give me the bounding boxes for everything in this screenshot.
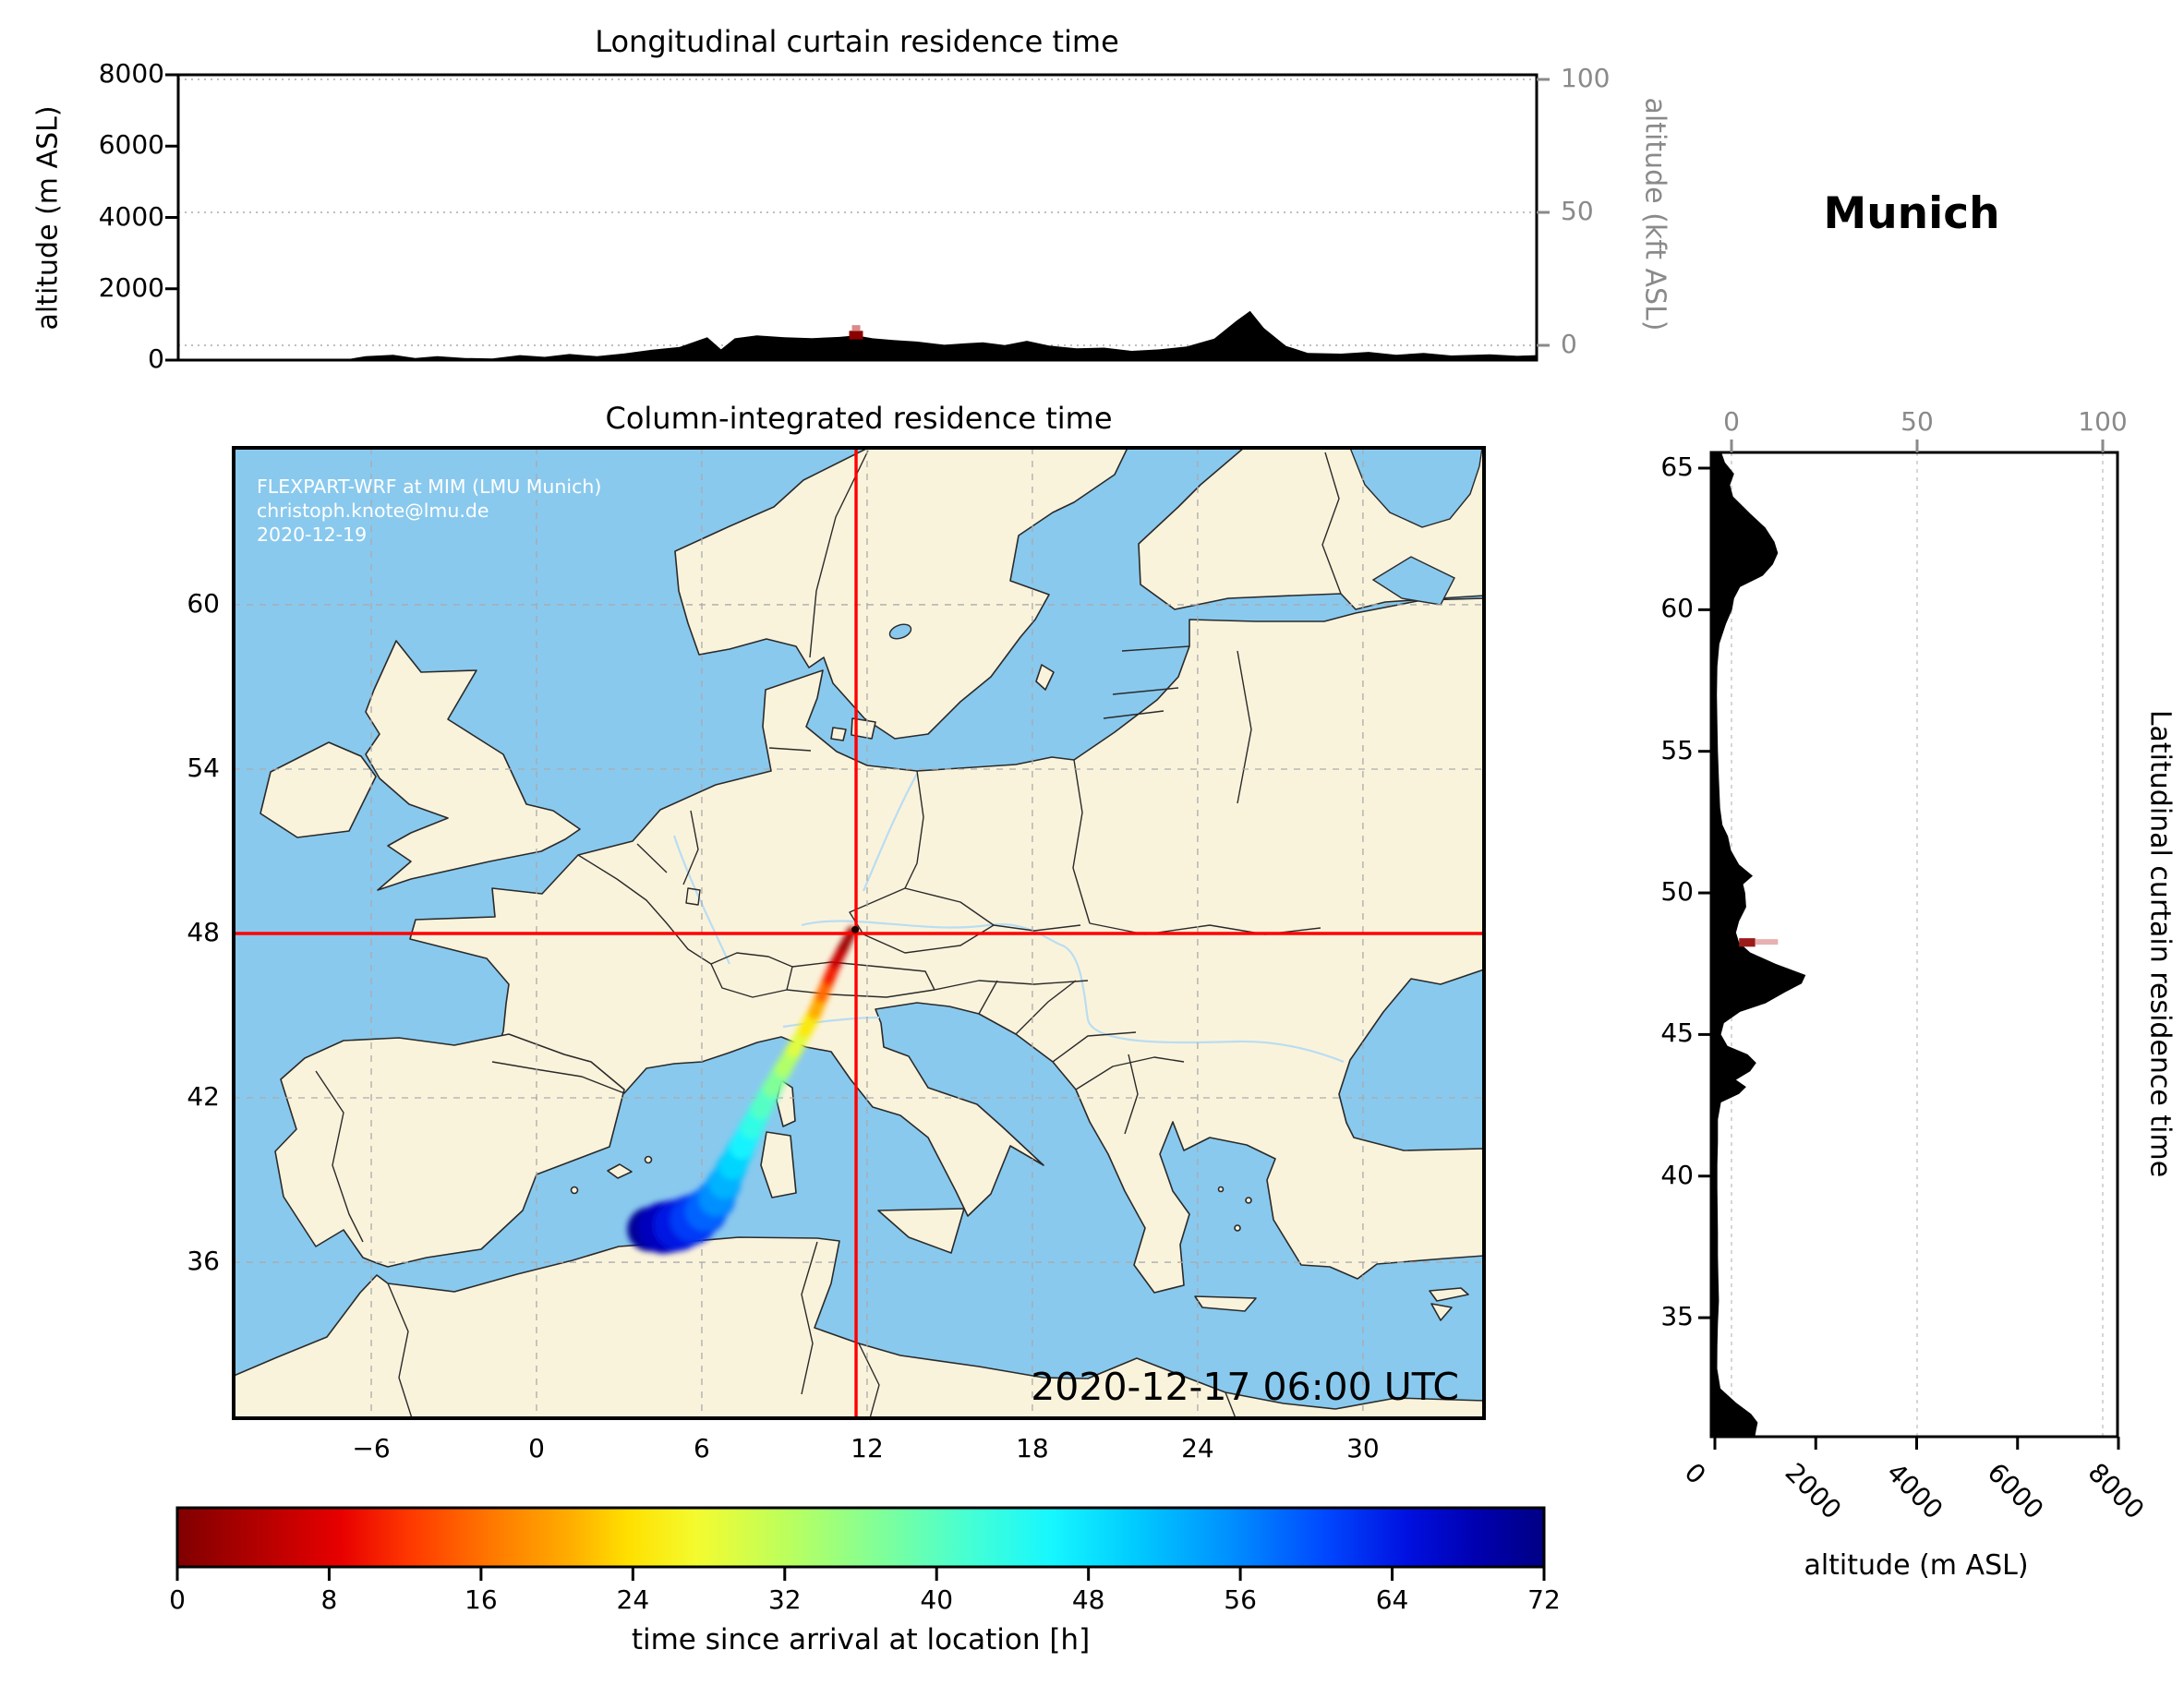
land-aegean-island	[1245, 1197, 1252, 1204]
colorbar-gradient	[175, 1506, 1546, 1581]
top-panel-kft-ylabel: altitude (kft ASL)	[1638, 97, 1671, 331]
watermark: FLEXPART-WRF at MIM (LMU Munich) christo…	[257, 475, 601, 547]
land-great-britain	[365, 640, 581, 891]
watermark-line2: christoph.knote@lmu.de	[257, 500, 489, 522]
land-gotland	[1035, 664, 1055, 691]
top-panel-title: Longitudinal curtain residence time	[595, 24, 1119, 59]
rivers	[672, 773, 1345, 1064]
land-sardinia	[760, 1131, 797, 1198]
colorbar-bar	[175, 1506, 1546, 1569]
colorbar-label: time since arrival at location [h]	[631, 1623, 1091, 1656]
right-panel-lat-tick-label: 45	[1660, 1018, 1694, 1049]
top-panel-y-tick-label: 8000	[98, 58, 164, 89]
right-panel-lat-tick-label: 55	[1660, 734, 1694, 765]
terrain-profile-latitudinal	[1711, 451, 1806, 1438]
colorbar-tick-label: 48	[1071, 1584, 1105, 1615]
residence-marker-light	[851, 325, 861, 331]
map-lon-tick-label: 6	[694, 1433, 710, 1463]
land-sicily	[877, 1208, 965, 1254]
right-panel-lat-tick-label: 65	[1660, 452, 1694, 482]
land-aegean-island	[1217, 1186, 1225, 1193]
top-panel-kft-tick-label: 0	[1561, 329, 1577, 359]
colorbar-tick-label: 56	[1224, 1584, 1257, 1615]
watermark-line3: 2020-12-19	[257, 524, 368, 546]
land-menorca	[644, 1155, 653, 1164]
colorbar-tick-label: 0	[169, 1584, 186, 1615]
right-panel-kft-tick-label: 0	[1723, 406, 1740, 437]
white-sea	[1349, 448, 1483, 528]
top-panel-y-tick-label: 2000	[98, 271, 164, 303]
right-panel-lat-tick-label: 35	[1660, 1301, 1694, 1332]
map-lat-tick-label: 54	[187, 752, 220, 783]
land-continental-europe	[409, 597, 1484, 1294]
map-frame	[232, 446, 1486, 1420]
right-panel-xlabel: altitude (m ASL)	[1804, 1549, 2029, 1582]
right-panel-lat-tick-label: 60	[1660, 593, 1694, 624]
colorbar-tick-label: 32	[767, 1584, 802, 1615]
top-panel-y-tick-label: 6000	[98, 129, 164, 161]
top-panel-y-tick-label: 4000	[98, 200, 164, 232]
map-lat-tick-label: 48	[187, 917, 220, 947]
location-title: Munich	[1823, 188, 2000, 239]
plume-trajectory	[627, 926, 857, 1254]
country-borders	[315, 450, 1342, 1418]
land-ireland	[259, 741, 377, 838]
map-timestamp: 2020-12-17 06:00 UTC	[1031, 1365, 1459, 1409]
land-iberia	[274, 1033, 625, 1268]
right-panel-frame	[1709, 451, 2119, 1439]
map-lon-tick-label: 24	[1181, 1433, 1214, 1463]
colorbar-tick-label: 16	[465, 1584, 498, 1615]
land-cyprus	[1429, 1287, 1469, 1302]
map-lat-tick-label: 36	[187, 1246, 220, 1277]
land-rhodes	[1430, 1303, 1453, 1321]
latitudinal-curtain-panel	[1698, 440, 2120, 1450]
source-crosshair	[234, 448, 1484, 1418]
residence-marker-dark	[849, 331, 863, 340]
land-aegean-island	[1234, 1224, 1241, 1232]
right-panel-lat-tick-label: 40	[1660, 1159, 1694, 1190]
land-crete	[1194, 1295, 1257, 1312]
land-mallorca	[607, 1163, 633, 1179]
longitudinal-curtain-panel	[165, 73, 1550, 362]
watermark-line1: FLEXPART-WRF at MIM (LMU Munich)	[257, 476, 602, 498]
colorbar-tick-label: 24	[616, 1584, 650, 1615]
land-scandinavia	[674, 448, 1128, 740]
map-lat-tick-label: 42	[187, 1081, 220, 1113]
top-panel-kft-tick-label: 50	[1561, 196, 1594, 226]
map-lon-tick-label: 12	[851, 1433, 884, 1463]
colorbar-tick-label: 40	[920, 1584, 954, 1615]
terrain-profile-longitudinal	[178, 310, 1537, 360]
map-lat-tick-label: 60	[187, 587, 220, 619]
map-lon-tick-label: 0	[528, 1433, 545, 1463]
right-panel-side-label: Latitudinal curtain residence time	[2143, 709, 2177, 1178]
colorbar-tick-label: 64	[1375, 1584, 1409, 1615]
right-panel-kft-tick-label: 100	[2078, 406, 2128, 437]
lake-vanern	[888, 623, 912, 640]
top-panel-kft-tick-label: 100	[1561, 63, 1611, 93]
top-panel-y-tick-label: 0	[148, 343, 164, 374]
right-panel-lat-tick-label: 50	[1660, 876, 1694, 908]
colorbar-tick-label: 72	[1527, 1584, 1561, 1615]
residence-marker-light	[1755, 939, 1779, 945]
source-marker	[851, 925, 860, 933]
colorbar-tick-label: 8	[320, 1584, 338, 1615]
map-lon-tick-label: 18	[1016, 1433, 1049, 1463]
land-fyn	[830, 727, 847, 741]
residence-marker-dark	[1739, 938, 1756, 947]
map-title: Column-integrated residence time	[605, 401, 1113, 436]
right-panel-kft-tick-label: 50	[1900, 406, 1934, 437]
land-ibiza	[570, 1186, 579, 1195]
map-lon-tick-label: 30	[1346, 1433, 1380, 1463]
top-panel-frame	[176, 73, 1538, 362]
lake-ladoga	[1371, 556, 1455, 606]
map-lon-tick-label: −6	[352, 1433, 391, 1463]
